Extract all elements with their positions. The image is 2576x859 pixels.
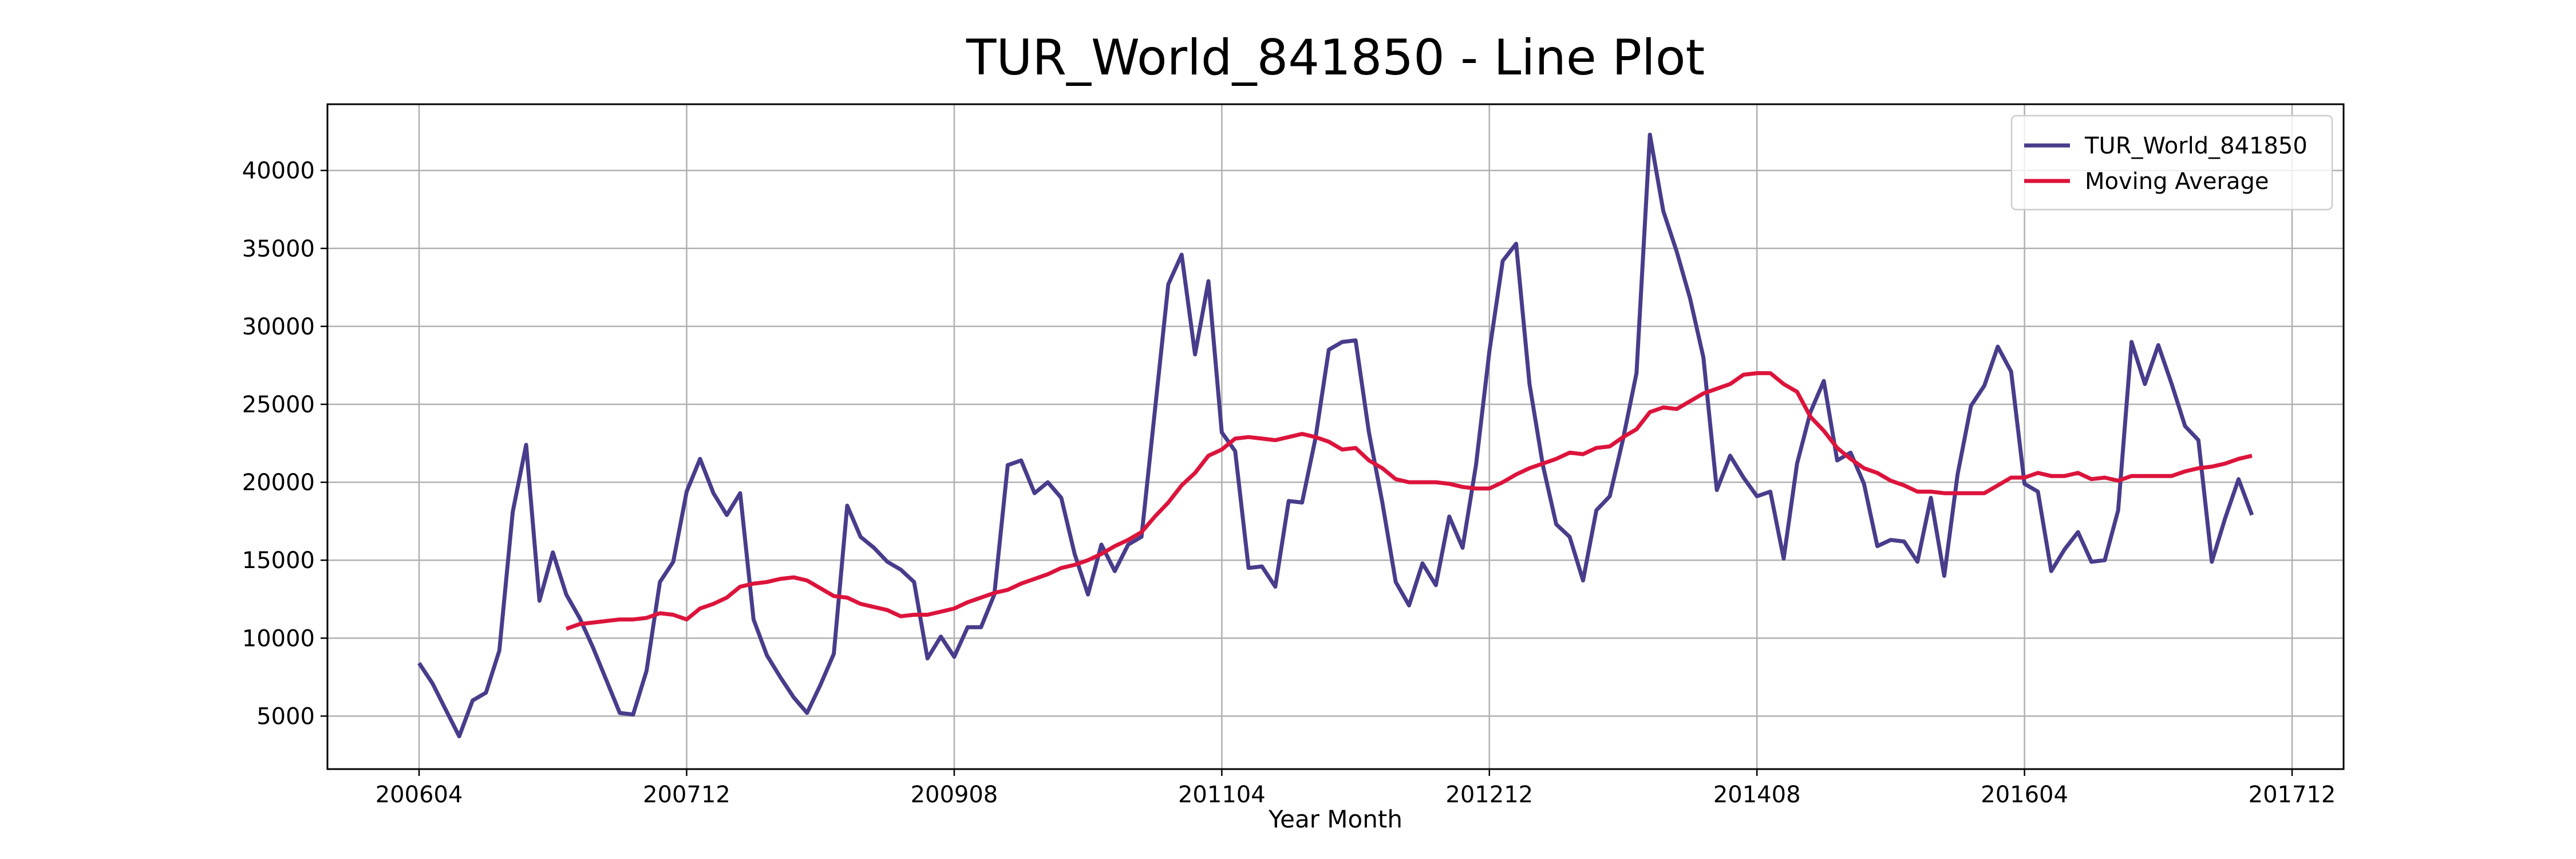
y-tick-label: 15000 (242, 547, 315, 574)
plot-frame (326, 103, 2345, 770)
data-line (566, 371, 2253, 631)
legend: TUR_World_841850 Moving Average (2010, 115, 2333, 211)
x-axis-label: Year Month (1268, 805, 1402, 833)
y-tick-label: 10000 (242, 625, 315, 652)
legend-label: TUR_World_841850 (2084, 133, 2308, 159)
data-line (417, 132, 2254, 739)
x-tick-label: 200712 (643, 782, 730, 808)
chart-title: TUR_World_841850 - Line Plot (966, 29, 1705, 86)
x-tick-label: 200908 (911, 782, 998, 808)
x-tick-label: 201212 (1445, 782, 1533, 808)
y-tick-label: 5000 (256, 703, 315, 730)
y-tick-label: 30000 (242, 314, 315, 340)
x-tick-label: 201104 (1178, 782, 1266, 808)
y-tick-label: 25000 (242, 392, 315, 418)
x-tick-label: 201712 (2249, 782, 2336, 808)
legend-label: Moving Average (2085, 168, 2269, 195)
x-tick-label: 200604 (376, 782, 463, 808)
y-tick-label: 20000 (242, 470, 315, 496)
x-tick-label: 201604 (1981, 782, 2068, 808)
legend-box (2010, 115, 2333, 211)
x-tick-label: 201408 (1713, 782, 1801, 808)
y-tick-label: 35000 (242, 236, 315, 262)
y-tick-label: 40000 (242, 158, 315, 184)
